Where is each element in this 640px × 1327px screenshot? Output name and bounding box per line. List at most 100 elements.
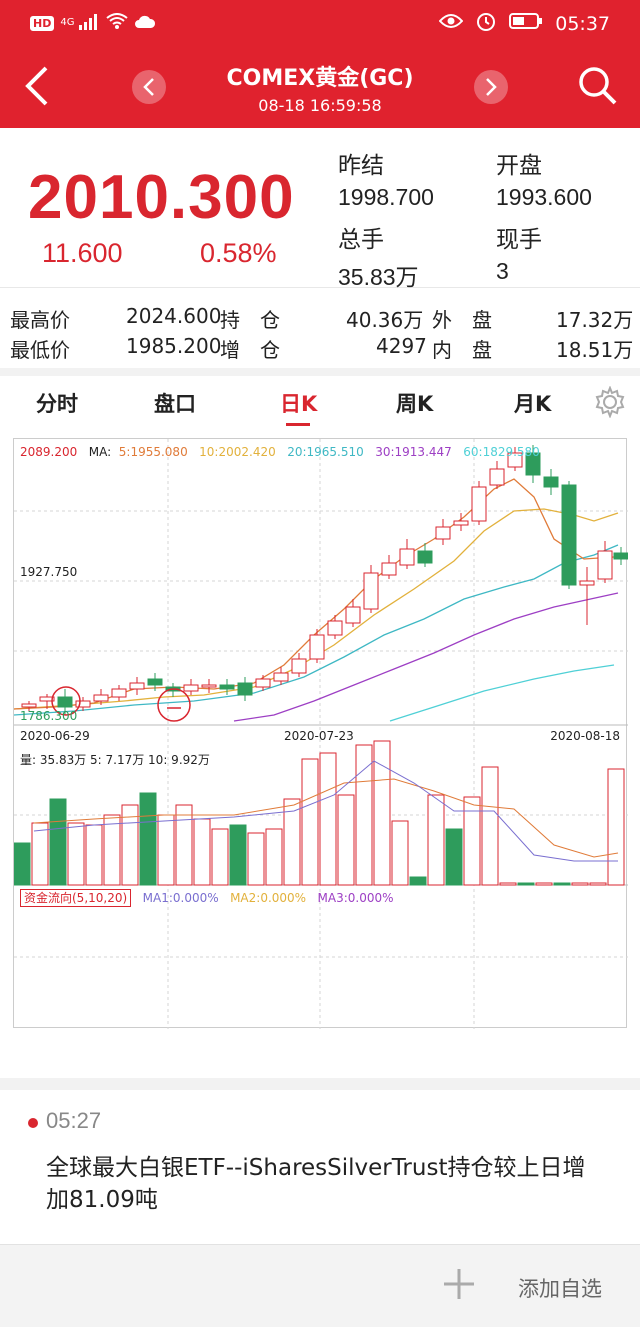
page-title: COMEX黄金(GC) <box>226 66 414 91</box>
current-hand-label: 现手 <box>496 227 542 253</box>
capital-flow-button[interactable]: 资金流向(5,10,20) <box>20 889 132 907</box>
volume-bar <box>103 814 121 886</box>
event-marker[interactable] <box>51 686 81 716</box>
volume-bar <box>85 824 103 886</box>
candle-body <box>201 684 217 688</box>
ma60-value: 60:1829.580 <box>463 445 540 459</box>
volume-legend: 量: 35.83万 5: 7.17万 10: 9.92万 <box>20 753 210 767</box>
volume-label: 总手 <box>338 227 384 253</box>
volume-bar <box>517 882 535 886</box>
volume-value: 35.83万 <box>338 264 419 290</box>
current-hand-block: 现手 3 <box>496 220 542 285</box>
volume-bar <box>409 876 427 886</box>
x-axis-date-mid: 2020-07-23 <box>284 729 354 743</box>
volume-bar <box>265 828 283 886</box>
candle-body <box>93 694 109 702</box>
search-icon[interactable] <box>578 66 618 106</box>
next-contract-button[interactable] <box>474 70 508 104</box>
candle-body <box>129 682 145 690</box>
high-label: 最高价 <box>10 308 70 332</box>
flow-ma1: MA1:0.000% <box>142 891 219 905</box>
candle-body <box>561 484 577 586</box>
volume-bar <box>229 824 247 886</box>
ma-prefix: MA: <box>88 445 112 459</box>
gear-icon[interactable] <box>594 385 626 419</box>
candlesticks <box>21 445 628 715</box>
volume-block: 总手 35.83万 <box>338 220 419 292</box>
current-hand-value: 3 <box>496 258 509 284</box>
volume-bar <box>301 758 319 886</box>
tab-monthly-k[interactable]: 月K <box>514 392 552 416</box>
news-text: 全球最大白银ETF--iSharesSilverTrust持仓较上日增加81.0… <box>46 1155 586 1213</box>
x-axis-date-end: 2020-08-18 <box>550 729 620 743</box>
volume-bar <box>607 768 625 886</box>
volume-bar <box>391 820 409 886</box>
wifi-icon <box>106 12 128 34</box>
ma10-value: 10:2002.420 <box>199 445 276 459</box>
prev-close-block: 昨结 1998.700 <box>338 146 434 211</box>
news-item[interactable]: 05:27 全球最大白银ETF--iSharesSilverTrust持仓较上日… <box>0 1090 640 1230</box>
candle-body <box>381 562 397 576</box>
flow-ma3: MA3:0.000% <box>317 891 394 905</box>
candle-body <box>471 486 487 522</box>
ma20-value: 20:1965.510 <box>287 445 364 459</box>
battery-icon <box>509 12 543 35</box>
volume-bar <box>571 882 589 886</box>
section-divider <box>0 1078 640 1090</box>
candle-body <box>237 682 253 696</box>
high-value: 2024.600 <box>126 304 222 328</box>
candle-body <box>453 520 469 526</box>
volume-bar <box>247 832 265 886</box>
candle-body <box>417 550 433 564</box>
volume-bar <box>193 818 211 886</box>
stats-panel: 最高价 2024.600 持 仓 40.36万 外 盘 17.32万 最低价 1… <box>0 300 640 366</box>
section-divider <box>0 368 640 376</box>
candle-body <box>543 476 559 488</box>
volume-bar <box>139 792 157 886</box>
kline-svg <box>14 439 628 1029</box>
quote-panel: 2010.300 11.600 0.58% 昨结 1998.700 开盘 199… <box>0 128 640 290</box>
candle-body <box>183 684 199 692</box>
volume-bar <box>373 740 391 886</box>
kline-chart[interactable]: 2089.200 MA: 5:1955.080 10:2002.420 20:1… <box>13 438 628 1029</box>
y-axis-top: 2089.200 <box>20 445 78 459</box>
event-marker[interactable] <box>157 688 191 722</box>
candle-body <box>273 672 289 682</box>
inner-label: 内 盘 <box>432 338 492 362</box>
plus-icon[interactable] <box>442 1267 476 1308</box>
volume-bar <box>67 822 85 886</box>
add-watchlist-button[interactable]: 添加自选 <box>518 1277 602 1301</box>
y-axis-mid: 1927.750 <box>20 565 78 579</box>
outer-label: 外 盘 <box>432 308 492 332</box>
volume-bar <box>157 814 175 886</box>
back-arrow-icon[interactable] <box>22 64 52 116</box>
volume-bar <box>481 766 499 886</box>
volume-bar <box>355 744 373 886</box>
tab-order-book[interactable]: 盘口 <box>154 392 196 416</box>
candle-body <box>327 620 343 636</box>
tab-weekly-k[interactable]: 周K <box>396 392 434 416</box>
candle-body <box>21 703 37 708</box>
candle-body <box>597 550 613 580</box>
oi-change-label: 增 仓 <box>220 338 280 362</box>
eye-icon <box>438 12 464 35</box>
candle-body <box>57 696 73 708</box>
flow-ma2: MA2:0.000% <box>230 891 307 905</box>
clock-time: 05:37 <box>555 12 610 35</box>
price-change-percent: 0.58% <box>200 238 277 268</box>
volume-bar <box>175 804 193 886</box>
candle-body <box>579 580 595 586</box>
alarm-icon <box>475 10 497 37</box>
volume-bar <box>14 842 31 886</box>
previous-contract-button[interactable] <box>132 70 166 104</box>
ma-legend: 2089.200 MA: 5:1955.080 10:2002.420 20:1… <box>20 445 540 459</box>
volume-bar <box>535 882 553 886</box>
candle-body <box>613 552 628 560</box>
volume-bar <box>319 752 337 886</box>
quote-datetime: 08-18 16:59:58 <box>258 96 382 115</box>
tab-intraday[interactable]: 分时 <box>36 392 78 416</box>
bottom-bar: 添加自选 <box>0 1244 640 1327</box>
tab-daily-k[interactable]: 日K <box>280 392 318 416</box>
candle-body <box>363 572 379 610</box>
cloud-icon <box>134 12 156 34</box>
